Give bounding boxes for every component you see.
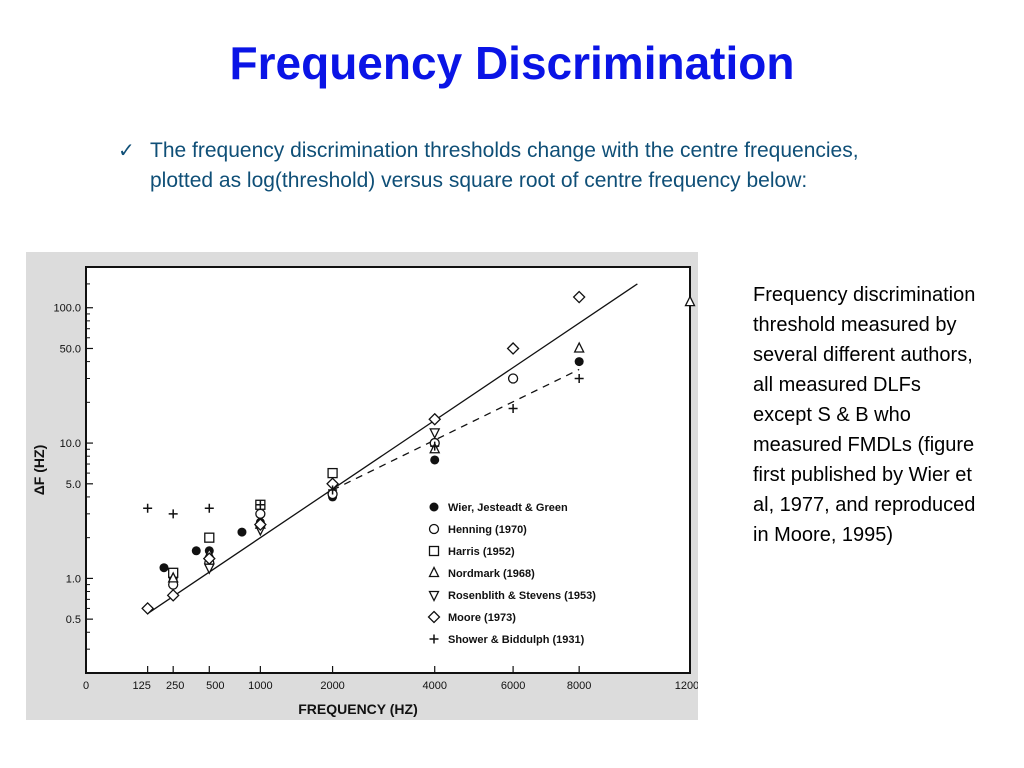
data-point-open-triangle-up: [684, 295, 696, 307]
y-tick-label: 1.0: [66, 573, 81, 585]
x-tick-label: 0: [83, 680, 89, 692]
fit-line-solid: [147, 283, 638, 615]
x-tick-label: 1000: [248, 680, 272, 692]
data-point-filled-circle: [574, 357, 584, 367]
data-point-open-square: [204, 532, 215, 543]
legend-label: Henning (1970): [448, 524, 527, 536]
x-axis-label: FREQUENCY (HZ): [298, 701, 418, 717]
data-point-plus: [574, 374, 584, 384]
data-point-plus: [430, 441, 440, 451]
x-tick-label: 4000: [422, 680, 446, 692]
x-tick-label: 125: [132, 680, 150, 692]
data-point-filled-circle: [430, 455, 440, 465]
data-point-open-diamond: [428, 412, 442, 426]
data-point-open-circle: [507, 373, 519, 384]
legend-marker-filled-circle: [429, 502, 439, 512]
legend-marker-open-square: [428, 545, 440, 557]
y-tick-label: 0.5: [66, 614, 81, 626]
y-tick-label: 100.0: [53, 303, 81, 315]
fit-lines: [147, 283, 638, 615]
data-point-open-diamond: [166, 588, 180, 602]
data-point-plus: [204, 503, 214, 513]
y-tick-label: 10.0: [60, 438, 81, 450]
legend: Wier, Jesteadt & Green Henning (1970) Harr…: [427, 502, 596, 646]
data-point-plus: [143, 503, 153, 513]
data-point-filled-circle: [159, 563, 169, 573]
data-point-plus: [508, 404, 518, 414]
legend-marker-open-triangle-down: [428, 590, 440, 602]
data-point-open-diamond: [141, 602, 155, 615]
x-tick-label: 250: [166, 680, 184, 692]
legend-marker-open-diamond: [427, 610, 441, 624]
data-point-open-circle: [255, 508, 266, 519]
legend-label: Shower & Biddulph (1931): [448, 634, 585, 646]
data-point-plus: [328, 485, 338, 495]
x-tick-label: 8000: [567, 680, 591, 692]
legend-label: Rosenblith & Stevens (1953): [448, 590, 596, 602]
plot-frame: [85, 266, 691, 674]
fit-line-dashed: [332, 368, 580, 491]
y-axis-label: ΔF (HZ): [31, 445, 47, 496]
data-point-open-diamond: [253, 518, 267, 531]
data-point-open-diamond: [202, 552, 216, 566]
data-point-plus: [168, 509, 178, 519]
data-point-filled-circle: [191, 546, 201, 556]
bullet-point: ✓ The frequency discrimination threshold…: [118, 136, 908, 196]
figure-caption: Frequency discrimination threshold measu…: [753, 284, 976, 546]
y-tick-label: 5.0: [66, 479, 81, 491]
legend-marker-plus: [429, 634, 439, 644]
legend-marker-open-triangle-up: [428, 566, 440, 578]
data-point-open-triangle-up: [167, 571, 179, 583]
checkmark-icon: ✓: [118, 140, 135, 162]
y-tick-label: 50.0: [60, 343, 81, 355]
legend-label: Moore (1973): [448, 612, 516, 624]
data-point-filled-circle: [237, 527, 247, 537]
x-tick-label: 2000: [320, 680, 344, 692]
data-point-open-triangle-down: [429, 428, 441, 440]
legend-marker-open-circle: [428, 523, 440, 535]
bullet-text: The frequency discrimination thresholds …: [150, 139, 859, 192]
data-points: [141, 290, 696, 615]
slide-title: Frequency Discrimination: [229, 37, 795, 89]
x-tick-label: 6000: [501, 680, 525, 692]
data-point-plus: [255, 500, 265, 510]
legend-label: Harris (1952): [448, 546, 515, 558]
data-point-open-diamond: [506, 342, 520, 355]
data-point-open-diamond: [572, 290, 586, 304]
x-tick-label: 500: [206, 680, 224, 692]
data-point-open-triangle-up: [573, 341, 585, 353]
legend-label: Wier, Jesteadt & Green: [448, 502, 568, 514]
data-point-open-square: [327, 467, 338, 479]
legend-label: Nordmark (1968): [448, 568, 535, 580]
